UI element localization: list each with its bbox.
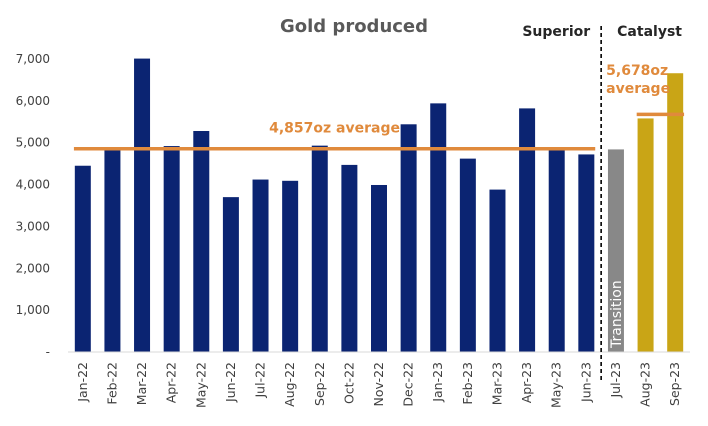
x-tick-label: Jul-23	[608, 362, 623, 399]
bar-sep-23	[667, 73, 684, 352]
bar-nov-22	[371, 184, 387, 352]
x-tick-label: Apr-22	[164, 362, 179, 403]
x-tick-label: Jul-22	[253, 362, 268, 399]
x-tick-label: Feb-23	[460, 362, 475, 405]
average-label: 5,678oz	[606, 63, 668, 79]
bar-jan-23	[430, 103, 447, 353]
x-axis: Jan-22 Feb-22 Mar-22 Apr-22 May-22 Jun-22 Jul-…	[75, 362, 682, 408]
y-tick-label: 2,000	[16, 261, 50, 275]
bar-jun-22	[222, 197, 239, 352]
x-tick-label: May-22	[193, 362, 208, 408]
x-tick-label: Sep-22	[312, 362, 327, 406]
bar-feb-23	[459, 158, 476, 352]
section-labels: Superior Catalyst	[522, 24, 682, 40]
x-tick-label: Jan-23	[430, 362, 445, 403]
section-label-superior: Superior	[522, 24, 590, 40]
average-lines: 4,857oz average 5,678oz average	[73, 63, 685, 151]
x-tick-label: Jun-22	[223, 362, 238, 403]
bar-may-22	[193, 130, 210, 352]
bar-jul-22	[252, 179, 269, 352]
x-tick-label: Mar-22	[134, 362, 149, 405]
x-tick-label: Dec-22	[401, 362, 416, 407]
bar-aug-23	[637, 118, 654, 353]
x-tick-label: Aug-23	[638, 362, 653, 407]
transition-label: Transition	[609, 280, 625, 349]
bar-jul-23	[607, 149, 624, 352]
average-label: 4,857oz average	[269, 121, 400, 137]
y-tick-label: 3,000	[16, 219, 50, 233]
y-axis: - 1,000 2,000 3,000 4,000 5,000 6,000 7,000	[16, 52, 50, 359]
bar-aug-22	[282, 180, 299, 352]
y-tick-label: 1,000	[16, 303, 50, 317]
bar-mar-23	[489, 189, 506, 352]
bar-dec-22	[400, 124, 417, 352]
bar-jan-22	[74, 165, 91, 352]
bar-apr-23	[519, 108, 536, 353]
chart-title: Gold produced	[280, 16, 428, 37]
bar-sep-22	[311, 145, 328, 352]
x-tick-label: Aug-22	[282, 362, 297, 407]
x-tick-label: Nov-22	[371, 362, 386, 406]
x-tick-label: May-23	[549, 362, 564, 408]
x-tick-label: Jan-22	[75, 362, 90, 403]
bar-mar-22	[134, 58, 151, 353]
section-label-catalyst: Catalyst	[617, 24, 682, 40]
x-tick-label: Feb-22	[104, 362, 119, 405]
bar-apr-22	[163, 146, 180, 352]
bar-may-23	[548, 148, 565, 352]
x-tick-label: Jun-23	[578, 362, 593, 403]
y-tick-label: 7,000	[16, 52, 50, 66]
bars: Transition	[68, 26, 690, 380]
y-tick-label: -	[46, 345, 50, 359]
average-label: average	[606, 81, 670, 97]
bar-feb-22	[104, 148, 121, 352]
x-tick-label: Sep-23	[667, 362, 682, 406]
x-tick-label: Apr-23	[519, 362, 534, 403]
y-tick-label: 5,000	[16, 136, 50, 150]
x-tick-label: Mar-23	[489, 362, 504, 405]
y-tick-label: 6,000	[16, 94, 50, 108]
bar-oct-22	[341, 164, 358, 352]
y-tick-label: 4,000	[16, 178, 50, 192]
x-tick-label: Oct-22	[341, 362, 356, 404]
bar-jun-23	[578, 154, 595, 352]
